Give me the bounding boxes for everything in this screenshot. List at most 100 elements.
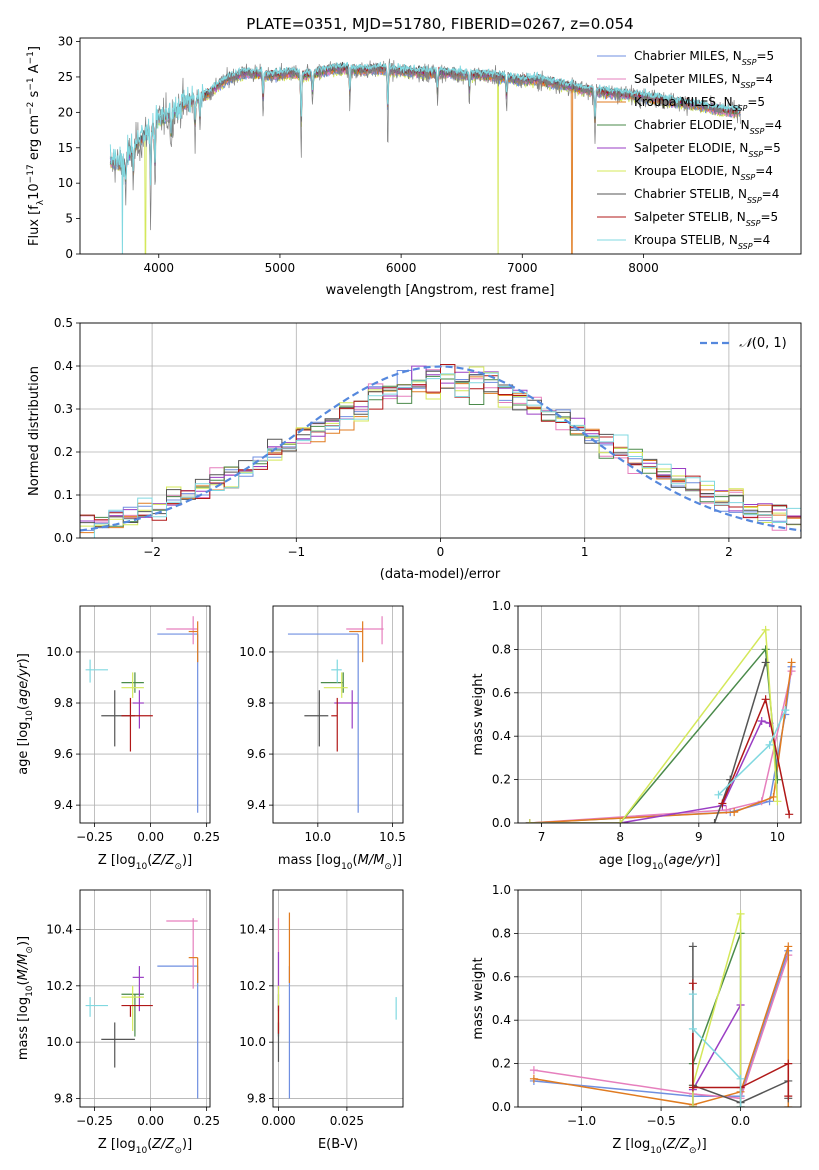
y-tick-label: 0.0 <box>492 816 511 830</box>
panel-mass_vs_ebv: 0.000 0.025 9.8 10.0 10.2 10.4 <box>239 889 404 1128</box>
x-tick-label: −1 <box>287 545 305 559</box>
y-tick-label: 0.6 <box>492 686 511 700</box>
y-tick-label: 0.0 <box>54 531 73 545</box>
marker-kroupa-miles <box>787 658 796 667</box>
marker-salpeter-stelib <box>784 1092 793 1101</box>
y-tick-label: 0.2 <box>54 445 73 459</box>
legend-label: Salpeter ELODIE, NSSP=5 <box>634 141 781 159</box>
legend-label: Chabrier MILES, NSSP=5 <box>634 49 774 67</box>
marker-kroupa-stelib <box>781 706 790 715</box>
marker-kroupa-elodie <box>525 819 534 823</box>
marker-kroupa-miles <box>784 942 793 951</box>
marker-salpeter-miles <box>529 1066 538 1075</box>
y-tick-label: 9.6 <box>247 747 266 761</box>
x-tick-label: −0.25 <box>76 830 113 844</box>
y-tick-label: 9.6 <box>54 747 73 761</box>
marker-chabrier-elodie <box>761 645 770 654</box>
age-vs-z-ylabel: age [log10(age/yr)] <box>16 653 35 775</box>
plot-area-age_vs_mass <box>287 616 384 813</box>
marker-salpeter-miles <box>787 667 796 676</box>
x-tick-label: 0.25 <box>193 830 220 844</box>
y-tick-label: 0.8 <box>492 642 511 656</box>
residuals-xlabel: (data-model)/error <box>380 567 501 582</box>
y-tick-label: 9.4 <box>247 798 266 812</box>
marker-chabrier-stelib <box>710 819 719 823</box>
weight_vs_Z-xlabel: Z [log10(Z/Z⊙)] <box>612 1137 706 1156</box>
legend-label-normal: 𝒩(0, 1) <box>739 336 786 351</box>
x-tick-label: 0.00 <box>137 830 164 844</box>
legend-label: Salpeter MILES, NSSP=4 <box>634 72 773 90</box>
legend-label: Chabrier STELIB, NSSP=4 <box>634 187 779 205</box>
y-tick-label: 10.0 <box>239 1035 266 1049</box>
y-tick-label: 0.4 <box>54 359 73 373</box>
y-tick-label: 30 <box>58 35 73 49</box>
y-tick-label: 10.0 <box>239 645 266 659</box>
panel-weight_vs_Z: −1.0 −0.5 0.0 0.0 0.2 0.4 0.6 0.8 1.0 <box>492 883 802 1128</box>
y-tick-label: 0.4 <box>492 1013 511 1027</box>
plot-area-weight_vs_Z <box>529 909 793 1107</box>
marker-kroupa-elodie <box>773 797 782 806</box>
marker-chabrier-stelib <box>688 942 697 951</box>
legend-label: Salpeter STELIB, NSSP=5 <box>634 210 778 228</box>
y-tick-label: 0.6 <box>492 970 511 984</box>
legend-label: Kroupa STELIB, NSSP=4 <box>634 233 770 251</box>
y-tick-label: 15 <box>58 141 73 155</box>
x-tick-label: 4000 <box>143 261 174 275</box>
y-tick-label: 10.2 <box>46 979 73 993</box>
normal-curve <box>80 365 801 532</box>
x-tick-label: 0 <box>437 545 445 559</box>
y-tick-label: 9.8 <box>247 696 266 710</box>
marker-salpeter-elodie <box>757 717 766 726</box>
panel-age_vs_mass: 10.0 10.5 9.4 9.6 9.8 10.0 <box>239 605 406 844</box>
x-tick-label: 2 <box>725 545 733 559</box>
y-tick-label: 0.5 <box>54 316 73 330</box>
y-tick-label: 10.0 <box>46 645 73 659</box>
marker-kroupa-stelib <box>736 1103 745 1107</box>
y-tick-label: 0.3 <box>54 402 73 416</box>
x-tick-label: 5000 <box>265 261 296 275</box>
axes-frame <box>79 889 211 1108</box>
histogram-kroupa-stelib <box>80 372 801 538</box>
x-tick-label: 10.0 <box>304 830 331 844</box>
x-tick-label: −0.5 <box>647 1114 676 1128</box>
marker-salpeter-stelib <box>688 979 697 988</box>
plot-area-mass_vs_ebv <box>277 912 397 1099</box>
x-tick-label: 6000 <box>386 261 417 275</box>
x-tick-label: 0.000 <box>261 1114 295 1128</box>
x-tick-label: 0.0 <box>731 1114 750 1128</box>
y-tick-label: 0.1 <box>54 488 73 502</box>
marker-kroupa-miles <box>730 808 739 817</box>
y-tick-label: 25 <box>58 70 73 84</box>
y-tick-label: 9.4 <box>54 798 73 812</box>
x-tick-label: −0.25 <box>76 1114 113 1128</box>
line-kroupa-miles <box>529 662 793 823</box>
marker-kroupa-miles <box>784 1103 793 1107</box>
x-tick-label: 0.25 <box>193 1114 220 1128</box>
plot-area-mass_vs_Z <box>85 918 199 1099</box>
axes-frame <box>272 889 404 1108</box>
y-tick-label: 0 <box>65 247 73 261</box>
line-kroupa-elodie <box>692 913 742 1107</box>
mass-vs-z-ylabel: mass [log10(M/M⊙)] <box>16 936 35 1060</box>
y-tick-label: 9.8 <box>54 696 73 710</box>
x-tick-label: 7 <box>538 830 546 844</box>
marker-kroupa-elodie <box>761 625 770 634</box>
x-tick-label: 10.5 <box>379 830 406 844</box>
legend-label: Kroupa ELODIE, NSSP=4 <box>634 164 773 182</box>
y-tick-label: 10.4 <box>46 922 73 936</box>
marker-kroupa-miles <box>529 1074 538 1083</box>
plot-area-residuals <box>80 364 801 538</box>
y-tick-label: 10.2 <box>239 979 266 993</box>
line-salpeter-miles <box>529 670 793 823</box>
y-tick-label: 20 <box>58 105 73 119</box>
legend-label: Chabrier ELODIE, NSSP=4 <box>634 118 782 136</box>
panel-spectrum: 4000 5000 6000 7000 8000 0 5 10 15 20 25 30 <box>58 35 802 275</box>
y-tick-label: 10 <box>58 176 73 190</box>
y-tick-label: 10.4 <box>239 922 266 936</box>
marker-chabrier-stelib <box>761 658 770 667</box>
spectrum-xlabel: wavelength [Angstrom, rest frame] <box>326 283 555 298</box>
y-tick-label: 1.0 <box>492 883 511 897</box>
marker-salpeter-stelib <box>785 810 794 819</box>
panel-weight_vs_age: 7 8 9 10 0.0 0.2 0.4 0.6 0.8 1.0 <box>492 599 802 844</box>
